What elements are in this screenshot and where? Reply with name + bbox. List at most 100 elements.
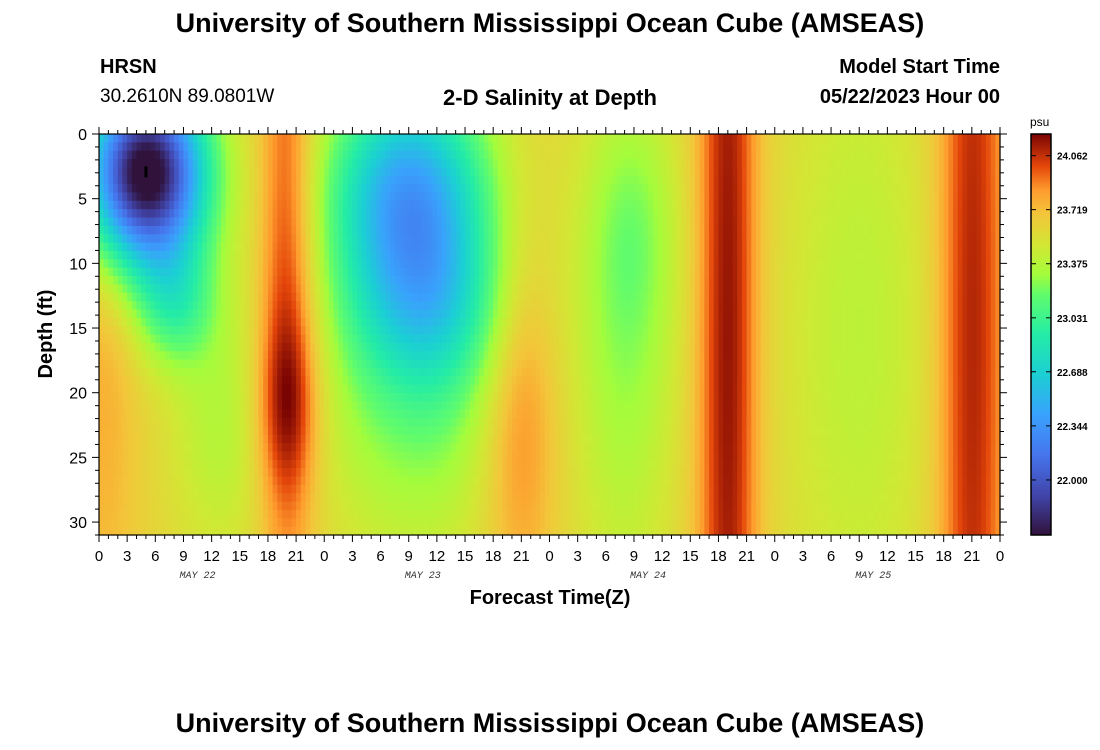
- heatmap-cell: [99, 418, 105, 427]
- heatmap-cell: [422, 484, 429, 494]
- heatmap-cell: [497, 493, 504, 503]
- heatmap-cell: [141, 376, 147, 386]
- heatmap-cell: [221, 150, 227, 160]
- heatmap-cell: [211, 526, 217, 536]
- heatmap-cell: [192, 401, 199, 411]
- heatmap-cell: [465, 342, 471, 352]
- heatmap-cell: [131, 326, 138, 336]
- heatmap-cell: [568, 225, 574, 235]
- heatmap-cell: [183, 443, 189, 453]
- heatmap-cell: [526, 242, 532, 252]
- heatmap-cell: [530, 175, 537, 185]
- heatmap-cell: [389, 317, 396, 327]
- heatmap-cell: [375, 259, 382, 269]
- heatmap-cell: [122, 267, 128, 277]
- heatmap-cell: [465, 484, 471, 494]
- heatmap-cell: [502, 242, 508, 252]
- heatmap-cell: [188, 342, 194, 352]
- heatmap-cell: [343, 509, 349, 519]
- heatmap-cell: [206, 509, 213, 519]
- heatmap-cell: [258, 209, 264, 219]
- heatmap-cell: [202, 267, 208, 277]
- heatmap-cell: [188, 518, 194, 528]
- heatmap-cell: [225, 334, 231, 344]
- heatmap-cell: [389, 392, 396, 402]
- heatmap-cell: [169, 443, 175, 453]
- heatmap-cell: [380, 359, 386, 369]
- heatmap-cell: [446, 342, 452, 352]
- heatmap-cell: [554, 392, 560, 402]
- heatmap-cell: [188, 376, 194, 386]
- heatmap-cell: [432, 192, 438, 202]
- heatmap-cell: [427, 342, 433, 352]
- heatmap-cell: [263, 309, 269, 319]
- heatmap-cell: [244, 267, 250, 277]
- heatmap-cell: [389, 225, 396, 235]
- heatmap-cell: [474, 401, 480, 411]
- heatmap-cell: [540, 159, 546, 169]
- heatmap-cell: [540, 334, 546, 344]
- heatmap-cell: [216, 301, 222, 311]
- heatmap-cell: [516, 509, 522, 519]
- heatmap-cell: [497, 284, 504, 294]
- heatmap-cell: [343, 276, 349, 285]
- heatmap-cell: [422, 276, 429, 285]
- heatmap-cell: [192, 209, 199, 219]
- heatmap-cell: [155, 326, 161, 336]
- heatmap-cell: [296, 292, 302, 302]
- heatmap-cell: [206, 367, 213, 377]
- heatmap-cell: [235, 376, 241, 386]
- heatmap-cell: [155, 175, 161, 185]
- heatmap-cell: [216, 259, 222, 269]
- heatmap-cell: [305, 418, 311, 427]
- heatmap-cell: [333, 292, 339, 302]
- heatmap-cell: [361, 468, 368, 478]
- heatmap-cell: [375, 217, 382, 227]
- heatmap-cell: [399, 384, 405, 394]
- heatmap-cell: [366, 409, 372, 419]
- heatmap-cell: [441, 451, 447, 461]
- heatmap-cell: [113, 134, 119, 143]
- heatmap-cell: [563, 501, 569, 511]
- heatmap-cell: [530, 476, 537, 486]
- heatmap-cell: [436, 409, 443, 419]
- heatmap-cell: [277, 334, 283, 344]
- heatmap-cell: [253, 401, 260, 411]
- heatmap-cell: [380, 234, 386, 244]
- heatmap-cell: [197, 484, 203, 494]
- heatmap-cell: [291, 242, 297, 252]
- heatmap-cell: [239, 276, 246, 285]
- heatmap-cell: [131, 351, 138, 361]
- heatmap-cell: [183, 250, 189, 260]
- heatmap-cell: [568, 192, 574, 202]
- heatmap-cell: [333, 493, 339, 503]
- heatmap-cell: [572, 484, 579, 494]
- heatmap-cell: [446, 242, 452, 252]
- heatmap-cell: [338, 367, 344, 377]
- heatmap-cell: [418, 234, 424, 244]
- heatmap-cell: [465, 526, 471, 536]
- heatmap-cell: [488, 284, 494, 294]
- heatmap-cell: [465, 175, 471, 185]
- heatmap-cell: [244, 401, 250, 411]
- heatmap-cell: [136, 142, 142, 152]
- heatmap-cell: [99, 234, 105, 244]
- heatmap-cell: [436, 501, 443, 511]
- heatmap-cell: [427, 334, 433, 344]
- heatmap-cell: [413, 418, 419, 427]
- heatmap-cell: [389, 342, 396, 352]
- heatmap-cell: [131, 501, 138, 511]
- heatmap-cell: [155, 192, 161, 202]
- heatmap-cell: [188, 175, 194, 185]
- heatmap-cell: [465, 493, 471, 503]
- heatmap-cell: [474, 326, 480, 336]
- heatmap-cell: [469, 200, 476, 210]
- heatmap-cell: [117, 434, 124, 444]
- heatmap-cell: [103, 326, 109, 336]
- heatmap-cell: [155, 384, 161, 394]
- heatmap-cell: [558, 200, 565, 210]
- heatmap-cell: [516, 167, 522, 177]
- heatmap-cell: [206, 309, 213, 319]
- heatmap-cell: [361, 209, 368, 219]
